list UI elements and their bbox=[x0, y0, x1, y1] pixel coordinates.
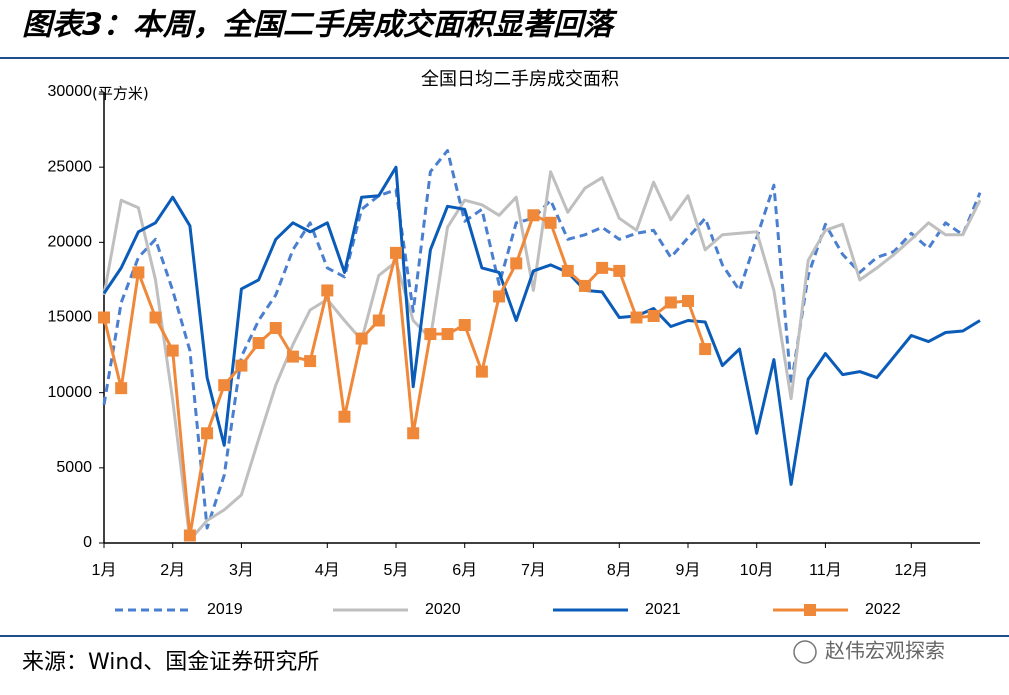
x-tick-label: 1月 bbox=[92, 562, 117, 579]
series-line bbox=[102, 165, 981, 486]
series-marker bbox=[201, 427, 214, 440]
series-marker bbox=[166, 344, 179, 357]
series-marker bbox=[613, 264, 626, 277]
legend-label: 2022 bbox=[865, 601, 901, 618]
series-marker bbox=[596, 261, 609, 274]
series-marker bbox=[321, 284, 334, 297]
series-marker bbox=[475, 365, 488, 378]
y-tick-label: 0 bbox=[83, 534, 92, 551]
legend-label: 2019 bbox=[207, 601, 243, 618]
series-marker bbox=[304, 355, 317, 368]
x-tick-label: 12月 bbox=[894, 562, 928, 579]
source: 来源：Wind、国金证券研究所 bbox=[22, 650, 319, 675]
y-tick-label: 15000 bbox=[48, 309, 93, 326]
series-marker bbox=[390, 246, 402, 259]
x-tick-label: 3月 bbox=[229, 562, 254, 579]
x-tick-label: 6月 bbox=[452, 562, 477, 579]
series-marker bbox=[510, 257, 523, 270]
x-tick-label: 5月 bbox=[384, 562, 409, 579]
y-tick-label: 25000 bbox=[48, 158, 93, 175]
series-marker bbox=[132, 266, 145, 279]
series-marker bbox=[458, 319, 471, 332]
x-tick-label: 2月 bbox=[160, 562, 185, 579]
series-marker bbox=[544, 216, 557, 229]
series-marker bbox=[149, 311, 162, 324]
x-tick-label: 10月 bbox=[740, 562, 774, 579]
series-marker bbox=[630, 311, 643, 324]
y-tick-label: 5000 bbox=[56, 459, 92, 476]
x-tick-label: 9月 bbox=[676, 562, 701, 579]
x-tick-label: 11月 bbox=[809, 562, 842, 579]
series-line bbox=[102, 149, 982, 530]
x-tick-label: 4月 bbox=[315, 562, 340, 579]
legend-label: 2021 bbox=[645, 601, 681, 618]
series-marker bbox=[286, 350, 299, 363]
series-marker bbox=[578, 279, 591, 292]
series-marker bbox=[372, 314, 385, 327]
legend-marker bbox=[804, 604, 816, 616]
chart-title: 全国日均二手房成交面积 bbox=[421, 69, 619, 90]
series-marker bbox=[441, 328, 454, 341]
header-title: 图表3：本周，全国二手房成交面积显著回落 bbox=[22, 8, 618, 43]
series-marker bbox=[235, 359, 248, 372]
y-axis-label: (平方米) bbox=[92, 85, 149, 103]
series-marker bbox=[98, 311, 110, 324]
series-line bbox=[102, 170, 982, 542]
series-marker bbox=[338, 410, 351, 423]
series-marker bbox=[424, 328, 437, 341]
series-marker bbox=[269, 322, 282, 335]
x-tick-label: 7月 bbox=[521, 562, 546, 579]
series-marker bbox=[527, 209, 540, 222]
series-marker bbox=[682, 294, 694, 307]
watermark: 赵伟宏观探索 bbox=[825, 639, 945, 663]
y-tick-label: 30000 bbox=[48, 83, 93, 100]
series-marker bbox=[355, 332, 368, 345]
series-marker bbox=[664, 296, 677, 309]
series-marker bbox=[493, 290, 506, 303]
series-marker bbox=[218, 379, 231, 392]
series-marker bbox=[183, 529, 196, 542]
series-marker bbox=[252, 337, 265, 350]
x-tick-label: 8月 bbox=[607, 562, 632, 579]
watermark-icon bbox=[793, 640, 817, 664]
series-marker bbox=[699, 343, 712, 356]
series-marker bbox=[407, 427, 420, 440]
series-marker bbox=[647, 309, 660, 322]
y-tick-label: 10000 bbox=[48, 384, 93, 401]
series-marker bbox=[115, 382, 128, 395]
y-tick-label: 20000 bbox=[48, 234, 93, 251]
legend-label: 2020 bbox=[425, 601, 461, 618]
series-marker bbox=[561, 264, 574, 277]
